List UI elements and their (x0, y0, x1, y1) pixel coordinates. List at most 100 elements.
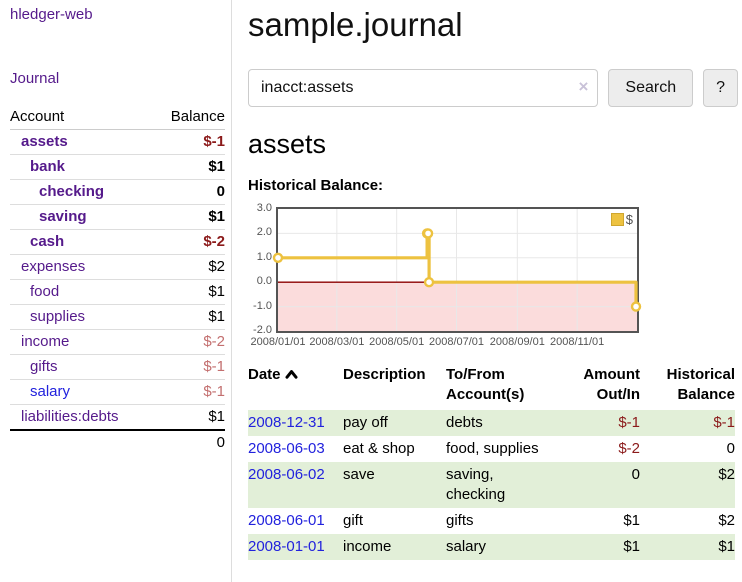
account-row: saving $1 (10, 204, 225, 230)
y-tick-label: 1.0 (256, 250, 272, 263)
app-title-link[interactable]: hledger-web (10, 6, 93, 23)
search-button[interactable]: Search (608, 69, 694, 107)
page-title: sample.journal (248, 6, 463, 43)
account-balance: $-1 (153, 379, 225, 405)
account-balance: 0 (153, 179, 225, 205)
account-balance: $1 (153, 279, 225, 305)
account-row: salary $-1 (10, 379, 225, 405)
register-date-link[interactable]: 2008-06-03 (248, 440, 325, 457)
account-link-expenses[interactable]: expenses (21, 258, 86, 275)
account-row: food $1 (10, 279, 225, 305)
register-balance: 0 (726, 440, 735, 457)
register-header-description: Description (343, 366, 426, 383)
register-description: pay off (343, 414, 388, 431)
historical-balance-chart: 3.0 2.0 1.0 0.0 -1.0 -2.0 $ 2008/01/01 2008/03… (248, 202, 738, 355)
chart-plot-area: $ (272, 207, 642, 333)
x-tick-label: 2008/07/01 (428, 336, 485, 348)
account-link-food[interactable]: food (30, 283, 60, 300)
x-tick-label: 2008/09/01 (489, 336, 545, 348)
account-balance: $1 (153, 204, 225, 230)
account-balance: $1 (153, 404, 225, 431)
sidebar-item-journal[interactable]: Journal (10, 70, 60, 87)
register-accounts: salary (446, 538, 487, 555)
account-link-checking[interactable]: checking (39, 183, 105, 200)
account-balance: $-2 (153, 229, 225, 255)
account-link-income[interactable]: income (21, 333, 70, 350)
account-link-bank[interactable]: bank (30, 158, 66, 175)
register-date-link[interactable]: 2008-06-02 (248, 466, 325, 483)
account-balance: $1 (153, 304, 225, 330)
register-description: gift (343, 512, 364, 529)
y-tick-label: -1.0 (253, 299, 272, 312)
accounts-table: Account Balance assets $-1 bank $1 check… (10, 104, 225, 455)
clear-search-icon[interactable]: × (578, 77, 589, 96)
chart-legend: $ (608, 211, 635, 228)
y-tick-label: -2.0 (253, 324, 272, 336)
y-tick-label: 3.0 (256, 202, 272, 214)
account-row: expenses $2 (10, 254, 225, 280)
account-row: liabilities:debts $1 (10, 404, 225, 431)
account-link-assets[interactable]: assets (21, 133, 68, 150)
help-button[interactable]: ? (703, 69, 738, 107)
legend-label: $ (625, 212, 633, 227)
account-row: assets $-1 (10, 129, 225, 155)
account-link-cash[interactable]: cash (30, 233, 65, 250)
register-amount: $-2 (618, 440, 640, 457)
register-amount: $1 (623, 538, 640, 555)
search-input[interactable] (248, 69, 599, 107)
balance-line-series (272, 209, 642, 331)
register-accounts: food, supplies (446, 440, 539, 457)
register-row: 2008-06-01 gift gifts $1 $2 (248, 508, 735, 534)
x-tick-label: 2008/11/01 (550, 336, 605, 348)
register-amount: $1 (623, 512, 640, 529)
register-date-link[interactable]: 2008-01-01 (248, 538, 325, 555)
account-heading: assets (248, 129, 327, 159)
account-row: checking 0 (10, 179, 225, 205)
sidebar: hledger-web Journal Account Balance asse… (0, 0, 232, 582)
sort-ascending-icon[interactable] (285, 369, 298, 379)
search-input-wrap: × (248, 69, 599, 107)
register-amount: $-1 (618, 414, 640, 431)
x-tick-label: 2008/05/01 (369, 336, 425, 348)
account-balance: $1 (153, 154, 225, 180)
x-tick-label: 2008/01/01 (250, 336, 306, 348)
accounts-total-row: 0 (10, 429, 225, 455)
register-amount: 0 (631, 466, 640, 483)
register-accounts: gifts (446, 512, 474, 529)
account-row: bank $1 (10, 154, 225, 180)
register-description: income (343, 538, 392, 555)
register-header-accounts: To/From Account(s) (446, 366, 525, 403)
register-accounts: saving, checking (446, 466, 506, 503)
search-form: × Search ? (248, 69, 738, 107)
register-header-balance: Historical Balance (666, 366, 735, 403)
register-balance: $2 (718, 466, 735, 483)
register-balance: $1 (718, 538, 735, 555)
x-tick-label: 2008/03/01 (309, 336, 365, 348)
register-header-amount: Amount Out/In (583, 366, 640, 403)
main-content: sample.journal × Search ? assets Histori… (248, 0, 738, 560)
accounts-header-balance: Balance (153, 104, 225, 130)
account-row: supplies $1 (10, 304, 225, 330)
account-link-supplies[interactable]: supplies (30, 308, 86, 325)
register-date-link[interactable]: 2008-12-31 (248, 414, 325, 431)
register-header-date-label: Date (248, 366, 281, 383)
accounts-header-account: Account (10, 104, 154, 130)
account-link-saving[interactable]: saving (39, 208, 87, 225)
account-balance: $2 (153, 254, 225, 280)
register-row: 2008-06-03 eat & shop food, supplies $-2… (248, 436, 735, 462)
register-row: 2008-01-01 income salary $1 $1 (248, 534, 735, 560)
account-link-liabilities-debts[interactable]: liabilities:debts (21, 408, 119, 425)
account-link-gifts[interactable]: gifts (30, 358, 58, 375)
register-date-link[interactable]: 2008-06-01 (248, 512, 325, 529)
account-row: cash $-2 (10, 229, 225, 255)
account-row: income $-2 (10, 329, 225, 355)
chart-title: Historical Balance: (248, 177, 384, 194)
register-balance: $-1 (713, 414, 735, 431)
account-balance: $-1 (153, 129, 225, 155)
register-header-date[interactable]: Date (248, 363, 343, 410)
register-balance: $2 (718, 512, 735, 529)
account-link-salary[interactable]: salary (30, 383, 71, 400)
y-tick-label: 0.0 (256, 275, 272, 288)
register-table: Date Description To/From Account(s) Amou… (248, 363, 735, 560)
accounts-total-balance: 0 (153, 429, 225, 455)
